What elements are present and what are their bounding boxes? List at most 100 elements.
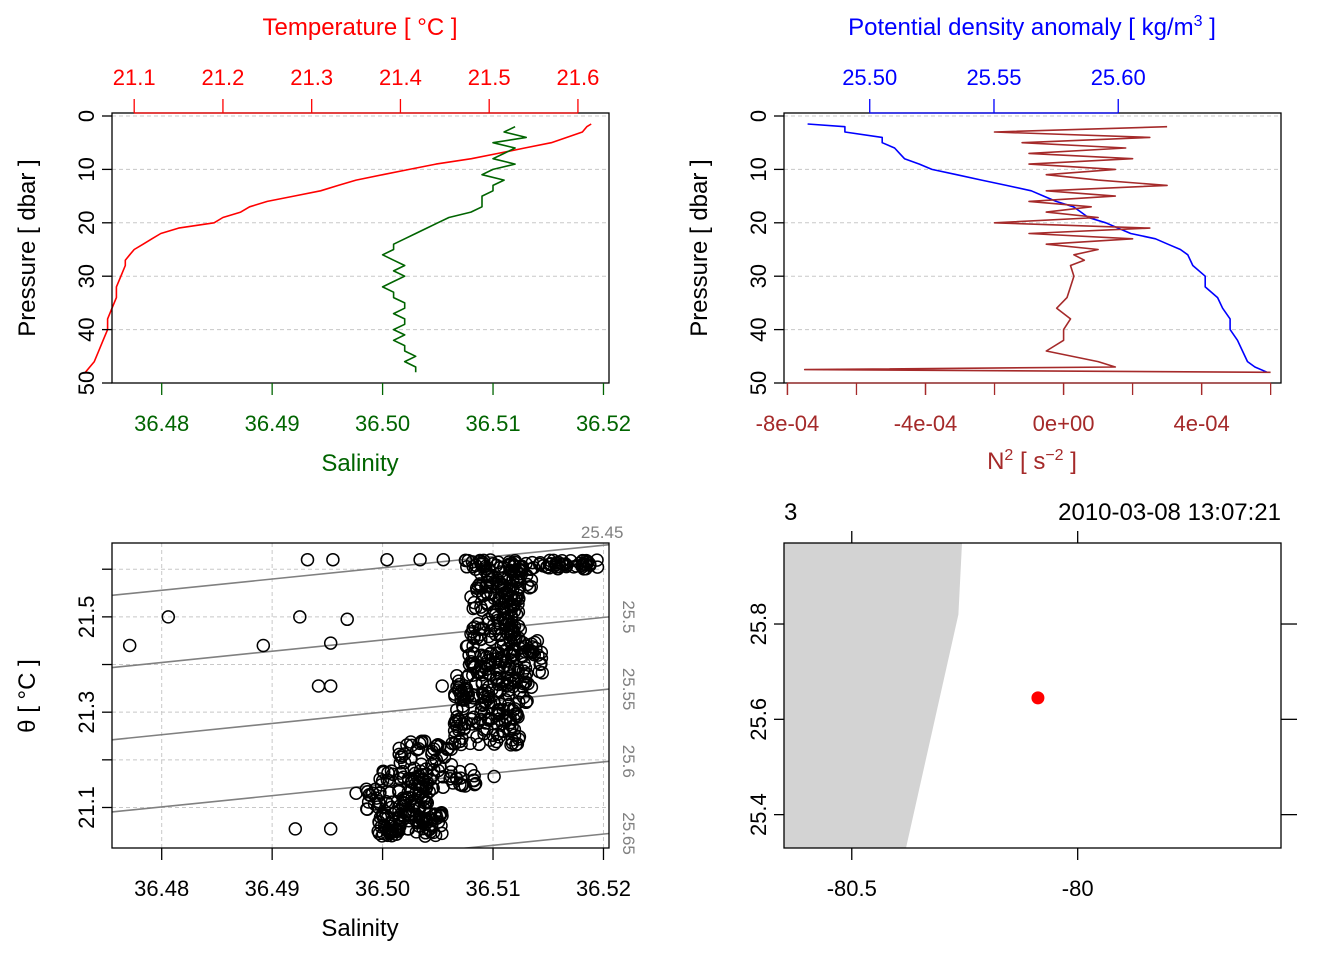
pressure-axis-title: Pressure [ dbar ] xyxy=(686,159,713,336)
data-point xyxy=(395,748,409,763)
data-point xyxy=(396,809,410,824)
data-point xyxy=(504,738,518,752)
data-point xyxy=(340,612,354,627)
data-point xyxy=(504,609,519,623)
isopycnal-label: 25.5 xyxy=(619,600,638,633)
pressure-axis: 0 10 20 30 40 50 xyxy=(74,110,112,395)
data-point xyxy=(503,563,517,577)
tick-label: 25.4 xyxy=(746,793,771,836)
data-point xyxy=(402,808,416,823)
ts-points xyxy=(122,552,605,843)
tick-label: 10 xyxy=(74,157,99,181)
isopycnal-label: 25.55 xyxy=(619,668,638,711)
tick-label: 21.5 xyxy=(468,65,511,90)
data-point xyxy=(528,635,542,650)
isopycnal-labels: 25.45 25.5 25.55 25.6 25.65 xyxy=(581,523,638,855)
data-point xyxy=(488,588,503,603)
tick-label: 36.51 xyxy=(466,411,521,436)
data-point xyxy=(393,756,408,770)
plot-frame xyxy=(111,112,610,384)
grid xyxy=(784,115,1281,384)
data-point xyxy=(371,794,386,809)
data-point xyxy=(489,646,504,660)
data-point xyxy=(414,735,429,750)
tick-label: 50 xyxy=(746,371,771,395)
tick-label: -8e-04 xyxy=(756,411,820,436)
density-axis-title: Potential density anomaly [ kg/m3 ] xyxy=(848,13,1216,41)
tick-label: 30 xyxy=(746,264,771,288)
data-point xyxy=(519,666,534,681)
data-point xyxy=(451,683,466,697)
tick-label: 21.4 xyxy=(379,65,422,90)
data-point xyxy=(410,743,424,757)
data-point xyxy=(504,617,519,631)
data-point xyxy=(590,560,605,574)
data-point xyxy=(508,702,522,716)
data-point xyxy=(505,556,519,571)
data-point xyxy=(300,552,315,567)
data-point xyxy=(524,573,539,587)
data-point xyxy=(503,676,518,690)
data-point xyxy=(590,553,604,567)
ts-profile-panel: 21.1 21.2 21.3 21.4 21.5 21.6 36.48 36.49 36.50… xyxy=(14,14,631,477)
tick-label: 10 xyxy=(746,157,771,181)
data-point xyxy=(384,825,399,839)
data-point xyxy=(425,781,440,796)
data-point xyxy=(475,698,490,713)
data-point xyxy=(516,679,530,694)
data-point xyxy=(560,558,574,572)
data-point xyxy=(518,644,532,659)
tick-label: 20 xyxy=(74,211,99,235)
data-point xyxy=(478,683,492,698)
station-point xyxy=(1031,691,1045,705)
data-point xyxy=(520,694,534,708)
data-point xyxy=(532,664,546,679)
series-line-temperature xyxy=(84,123,592,373)
density-axis: 25.50 25.55 25.60 xyxy=(842,65,1146,114)
data-point xyxy=(323,822,338,836)
series-line-n2 xyxy=(803,125,1271,374)
data-point xyxy=(487,769,501,784)
tick-label: 36.48 xyxy=(134,411,189,436)
data-point xyxy=(426,825,441,840)
data-point xyxy=(519,695,533,710)
station-marker xyxy=(1031,691,1045,705)
data-point xyxy=(293,610,307,624)
data-point xyxy=(362,788,376,802)
tick-label: 20 xyxy=(746,211,771,235)
tick-label: 21.3 xyxy=(290,65,333,90)
data-point xyxy=(349,786,363,800)
data-point xyxy=(409,813,423,828)
salinity-axis-title: Salinity xyxy=(321,450,398,477)
tick-label: 36.48 xyxy=(134,876,189,901)
data-point xyxy=(413,552,427,567)
data-point xyxy=(409,795,424,810)
coastline-land xyxy=(784,543,962,848)
data-point xyxy=(459,639,474,654)
map-axes: -80.5 -80 25.4 25.6 25.8 xyxy=(746,531,1297,901)
density-n2-panel: 25.50 25.55 25.60 -8e-04 -4e-04 0e+00 4e-04 0… xyxy=(686,13,1282,475)
station-label: 3 xyxy=(784,499,797,526)
data-point xyxy=(387,806,402,820)
data-point xyxy=(380,773,395,787)
tick-label: 25.6 xyxy=(746,698,771,741)
temperature-axis: 21.1 21.2 21.3 21.4 21.5 21.6 xyxy=(113,65,599,114)
data-point xyxy=(122,638,137,653)
data-point xyxy=(377,765,391,780)
data-point xyxy=(467,646,482,661)
data-point xyxy=(506,599,520,613)
data-point xyxy=(492,575,507,590)
tick-label: 25.55 xyxy=(966,65,1021,90)
data-point xyxy=(379,794,393,809)
data-point xyxy=(494,639,508,654)
data-point xyxy=(540,560,554,574)
isopycnal-line xyxy=(112,543,609,597)
tick-label: 36.52 xyxy=(576,876,631,901)
data-point xyxy=(543,553,557,568)
data-point xyxy=(379,808,393,822)
data-point xyxy=(500,679,514,693)
data-point xyxy=(481,687,495,701)
data-point xyxy=(523,643,537,658)
land-polygon xyxy=(784,543,962,848)
